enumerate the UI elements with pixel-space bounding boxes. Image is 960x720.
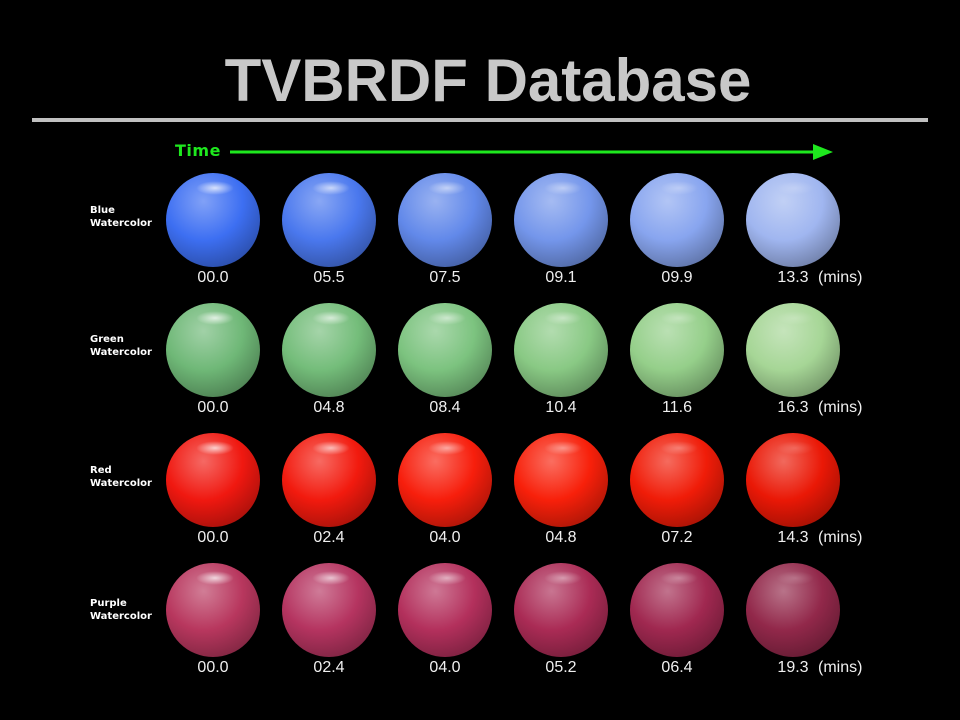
specular-highlight bbox=[312, 441, 350, 455]
material-sphere bbox=[282, 303, 376, 397]
row-label-line1: Blue bbox=[90, 205, 115, 216]
specular-highlight bbox=[776, 181, 814, 195]
time-value: 04.8 bbox=[545, 529, 577, 546]
material-sphere bbox=[746, 433, 840, 527]
material-sphere bbox=[746, 173, 840, 267]
time-value: 13.3 bbox=[777, 269, 809, 286]
material-sphere bbox=[166, 303, 260, 397]
specular-highlight bbox=[428, 571, 466, 585]
time-value: 00.0 bbox=[197, 659, 229, 676]
material-sphere bbox=[166, 563, 260, 657]
row-label-line2: Watercolor bbox=[90, 347, 152, 358]
row-label-line2: Watercolor bbox=[90, 478, 152, 489]
time-value: 09.9 bbox=[661, 269, 693, 286]
specular-highlight bbox=[312, 181, 350, 195]
material-sphere bbox=[282, 433, 376, 527]
time-value: 00.0 bbox=[197, 529, 229, 546]
specular-highlight bbox=[428, 181, 466, 195]
specular-highlight bbox=[196, 311, 234, 325]
time-value: 06.4 bbox=[661, 659, 693, 676]
row-label-line2: Watercolor bbox=[90, 611, 152, 622]
material-sphere bbox=[514, 563, 608, 657]
time-value: 08.4 bbox=[429, 399, 461, 416]
time-value: 07.2 bbox=[661, 529, 693, 546]
material-sphere bbox=[398, 563, 492, 657]
specular-highlight bbox=[776, 571, 814, 585]
row-label: Blue Watercolor bbox=[90, 204, 152, 230]
time-value: 00.0 bbox=[197, 399, 229, 416]
specular-highlight bbox=[660, 441, 698, 455]
material-sphere bbox=[166, 173, 260, 267]
specular-highlight bbox=[544, 311, 582, 325]
time-value: 00.0 bbox=[197, 269, 229, 286]
material-sphere bbox=[630, 173, 724, 267]
row-label-line1: Green bbox=[90, 334, 124, 345]
material-sphere bbox=[514, 173, 608, 267]
time-value: 02.4 bbox=[313, 529, 345, 546]
specular-highlight bbox=[776, 441, 814, 455]
time-value: 07.5 bbox=[429, 269, 461, 286]
time-value: 02.4 bbox=[313, 659, 345, 676]
time-label: Time bbox=[175, 141, 221, 160]
time-value: 04.8 bbox=[313, 399, 345, 416]
specular-highlight bbox=[196, 441, 234, 455]
time-value: 05.5 bbox=[313, 269, 345, 286]
unit-label: (mins) bbox=[818, 529, 863, 546]
specular-highlight bbox=[196, 571, 234, 585]
time-value: 04.0 bbox=[429, 529, 461, 546]
specular-highlight bbox=[196, 181, 234, 195]
time-value: 14.3 bbox=[777, 529, 809, 546]
row-label-line2: Watercolor bbox=[90, 218, 152, 229]
row-label: Purple Watercolor bbox=[90, 597, 152, 623]
material-sphere bbox=[398, 173, 492, 267]
specular-highlight bbox=[428, 311, 466, 325]
specular-highlight bbox=[660, 571, 698, 585]
time-value: 05.2 bbox=[545, 659, 577, 676]
time-value: 11.6 bbox=[662, 399, 692, 416]
unit-label: (mins) bbox=[818, 269, 863, 286]
material-sphere bbox=[746, 303, 840, 397]
material-sphere bbox=[166, 433, 260, 527]
material-sphere bbox=[746, 563, 840, 657]
material-sphere bbox=[398, 433, 492, 527]
material-sphere bbox=[398, 303, 492, 397]
row-label: Red Watercolor bbox=[90, 464, 152, 490]
specular-highlight bbox=[776, 311, 814, 325]
specular-highlight bbox=[544, 571, 582, 585]
unit-label: (mins) bbox=[818, 399, 863, 416]
time-value: 04.0 bbox=[429, 659, 461, 676]
material-sphere bbox=[630, 303, 724, 397]
row-label: Green Watercolor bbox=[90, 333, 152, 359]
material-sphere bbox=[282, 173, 376, 267]
material-sphere bbox=[514, 433, 608, 527]
time-value: 10.4 bbox=[545, 399, 577, 416]
title-divider bbox=[32, 118, 928, 122]
specular-highlight bbox=[312, 571, 350, 585]
material-sphere bbox=[630, 433, 724, 527]
time-arrow-icon bbox=[230, 144, 833, 160]
specular-highlight bbox=[312, 311, 350, 325]
time-value: 09.1 bbox=[545, 269, 577, 286]
specular-highlight bbox=[544, 441, 582, 455]
material-sphere bbox=[630, 563, 724, 657]
material-sphere bbox=[514, 303, 608, 397]
row-label-line1: Purple bbox=[90, 598, 127, 609]
specular-highlight bbox=[660, 181, 698, 195]
specular-highlight bbox=[428, 441, 466, 455]
slide-title: TVBRDF Database bbox=[224, 47, 752, 114]
material-sphere bbox=[282, 563, 376, 657]
unit-label: (mins) bbox=[818, 659, 863, 676]
specular-highlight bbox=[544, 181, 582, 195]
time-value: 16.3 bbox=[777, 399, 809, 416]
time-value: 19.3 bbox=[777, 659, 809, 676]
specular-highlight bbox=[660, 311, 698, 325]
row-label-line1: Red bbox=[90, 465, 112, 476]
